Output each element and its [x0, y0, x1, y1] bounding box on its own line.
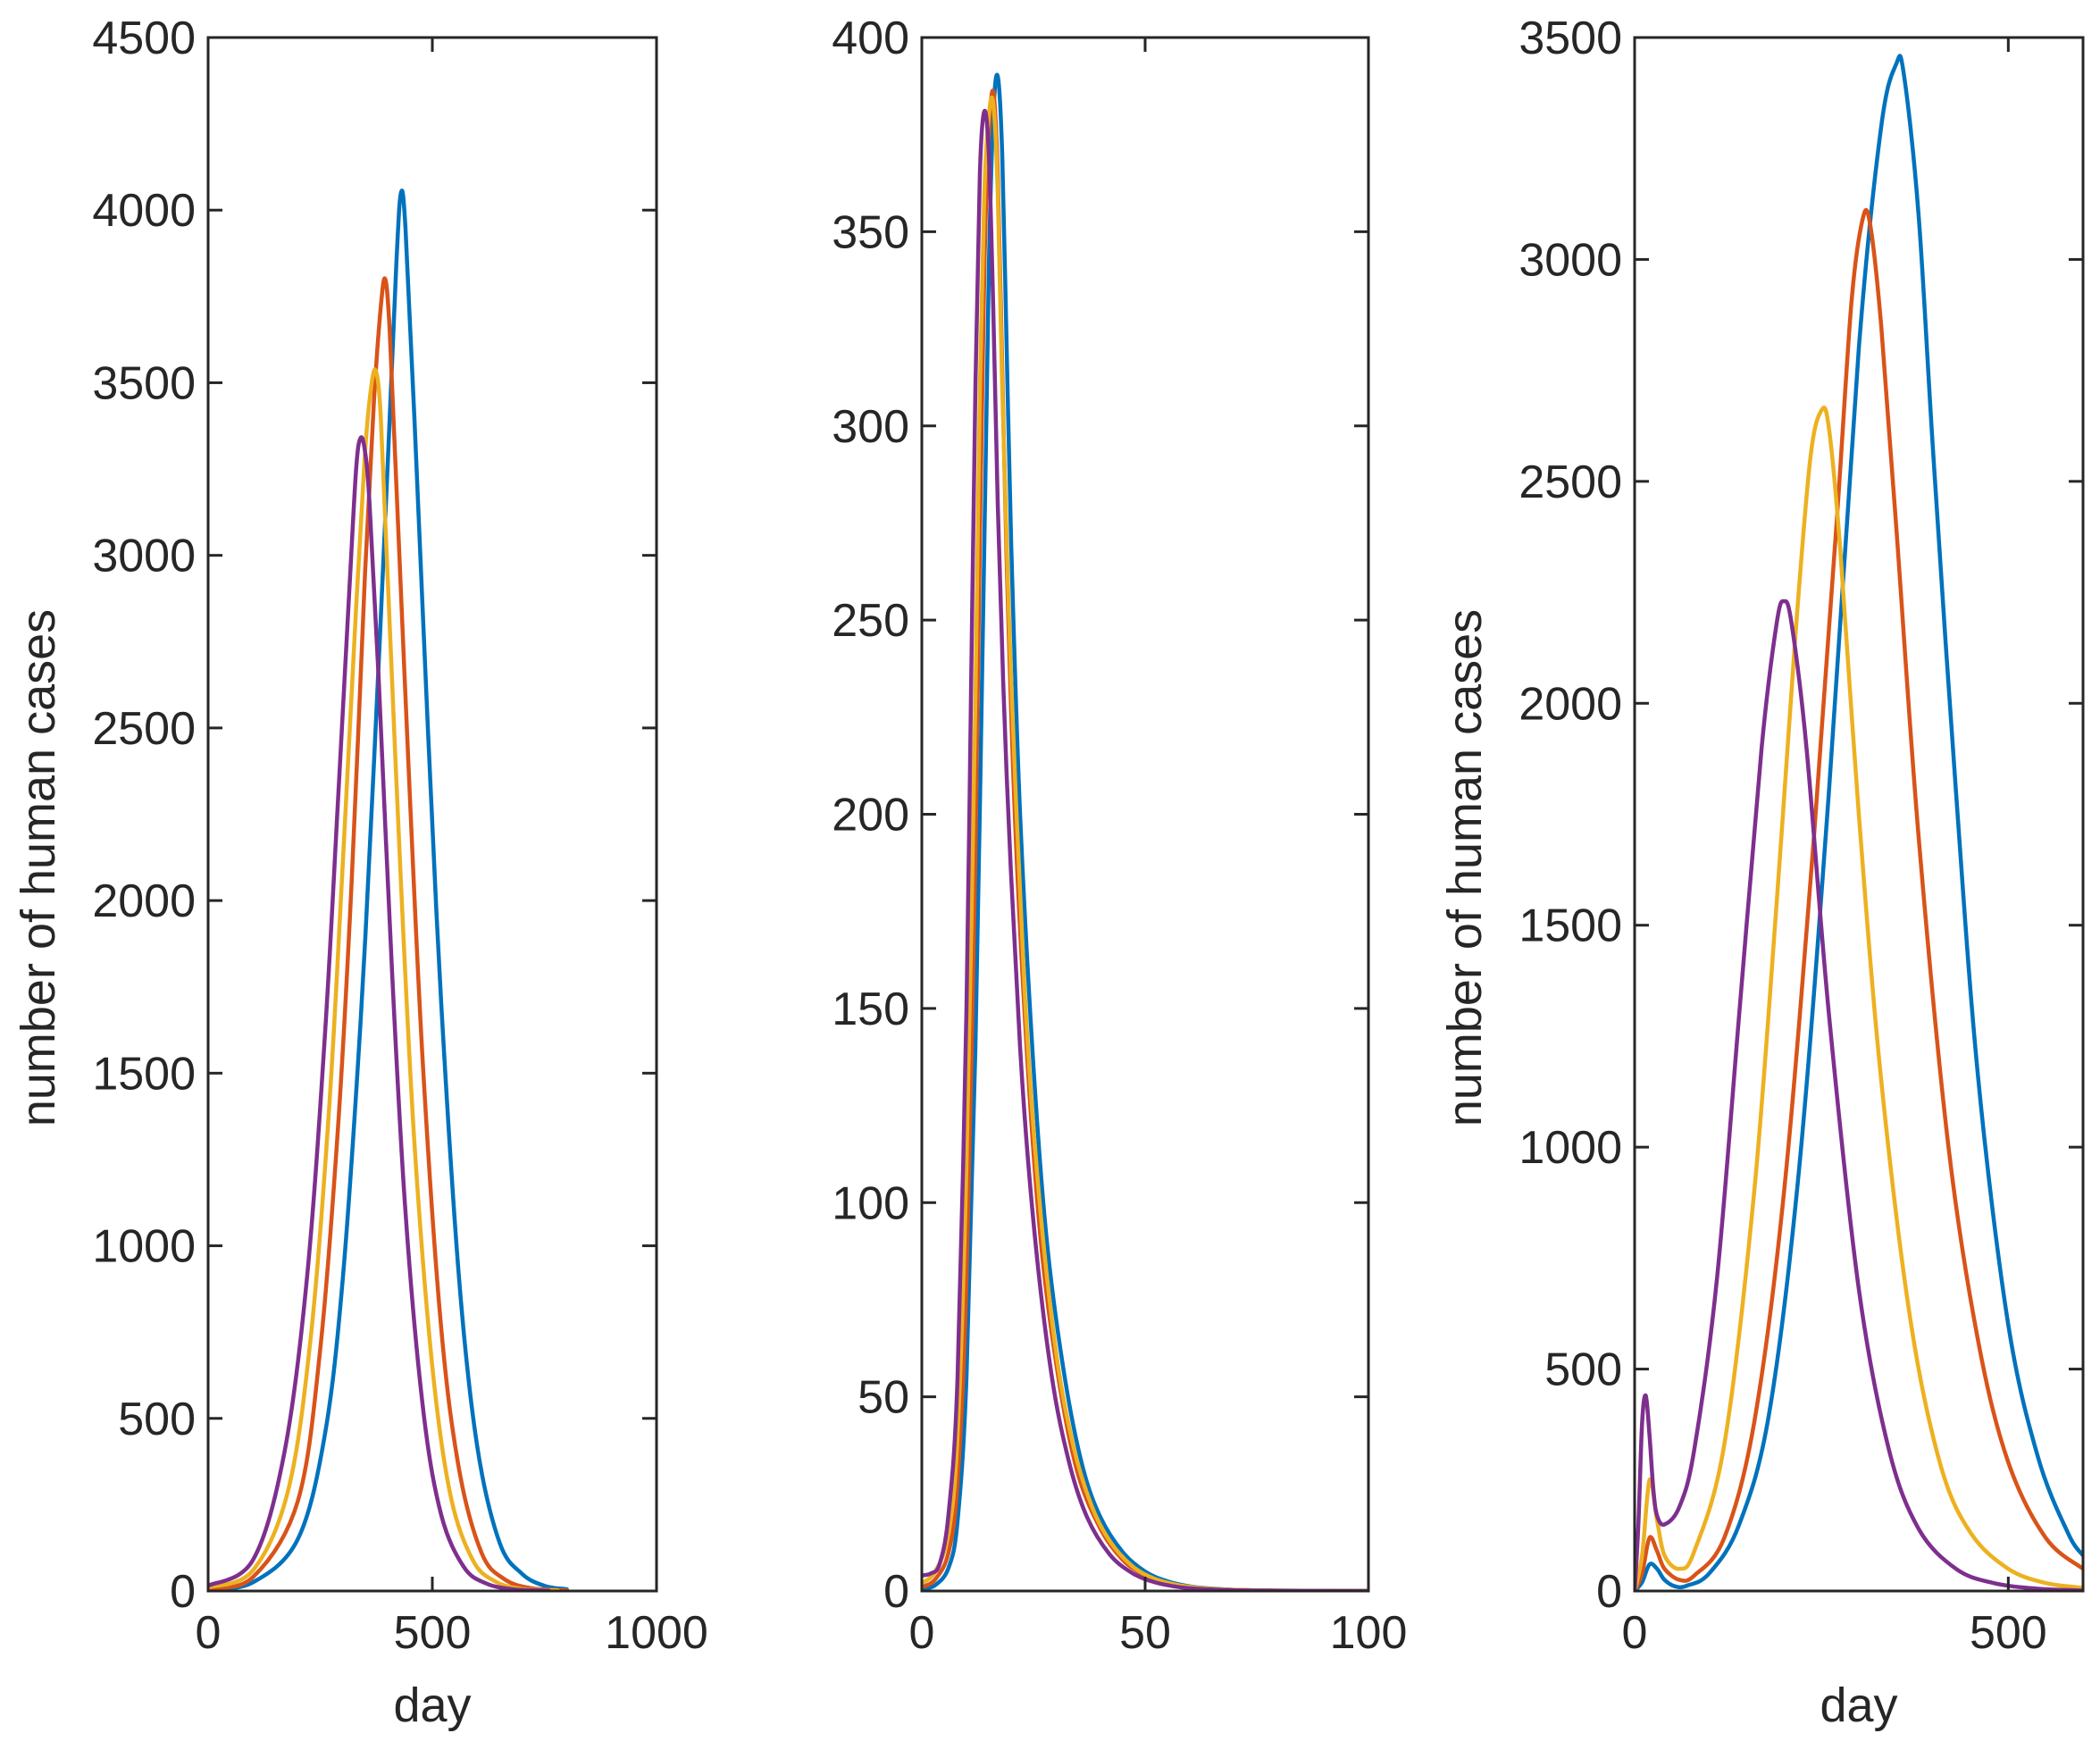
series-line-purple: [1635, 599, 2083, 1591]
subplot-middle: 0 50 100 0 50 100 150 200 250 300 350 400: [832, 13, 1407, 1659]
y-tick-label: 4500: [92, 13, 196, 64]
x-tick-label: 500: [1970, 1607, 2047, 1659]
y-tick-label: 2000: [1519, 678, 1622, 730]
x-tick-label: 500: [394, 1607, 472, 1659]
subplot-right: 0 500 0 500 1000 1500 2000 2500 3000 3500 day numbe…: [1438, 13, 2085, 1732]
series-group: [1635, 54, 2083, 1591]
y-tick-label: 2000: [92, 875, 196, 927]
y-tick-label: 1000: [92, 1221, 196, 1273]
y-tick-label: 300: [832, 401, 909, 453]
y-tick-label: 250: [832, 595, 909, 647]
x-axis-label: day: [1820, 1679, 1897, 1732]
y-tick-label: 150: [832, 984, 909, 1035]
series-line-blue: [208, 188, 569, 1591]
x-tick-label: 0: [1622, 1607, 1648, 1659]
y-tick-label: 500: [118, 1394, 196, 1445]
y-tick-label: 0: [883, 1566, 909, 1618]
y-axis-label: number of human cases: [12, 609, 65, 1126]
series-line-yellow: [922, 96, 1368, 1591]
series-group: [208, 188, 569, 1591]
y-tick-label: 0: [170, 1566, 196, 1618]
x-tick-label: 1000: [605, 1607, 708, 1659]
series-line-purple: [922, 108, 1368, 1591]
y-tick-label: 200: [832, 790, 909, 842]
y-tick-label: 1500: [1519, 900, 1622, 952]
x-axis-label: day: [393, 1679, 471, 1732]
x-tick-label: 0: [909, 1607, 935, 1659]
y-tick-label: 3500: [1519, 13, 1622, 64]
series-line-yellow: [208, 367, 560, 1591]
series-line-blue: [1635, 54, 2083, 1591]
y-tick-label: 2500: [92, 703, 196, 755]
series-group: [922, 72, 1368, 1591]
y-tick-label: 1500: [92, 1048, 196, 1100]
axes-box: [1633, 36, 2085, 1593]
series-line-orange: [1635, 207, 2083, 1591]
y-tick-label: 100: [832, 1177, 909, 1229]
series-line-blue: [922, 72, 1368, 1591]
y-tick-label: 3500: [92, 357, 196, 409]
subplot-left: 0 500 1000 0 500 1000 1500 2000 2500 3000 3500 4000…: [12, 13, 708, 1732]
y-tick-label: 3000: [1519, 234, 1622, 286]
y-tick-label: 400: [832, 13, 909, 64]
x-tick-label: 50: [1119, 1607, 1171, 1659]
y-tick-label: 350: [832, 206, 909, 258]
y-tick-label: 4000: [92, 185, 196, 237]
y-tick-label: 50: [858, 1372, 909, 1424]
x-tick-label: 0: [196, 1607, 222, 1659]
series-line-purple: [208, 435, 551, 1591]
y-tick-label: 1000: [1519, 1122, 1622, 1174]
series-line-orange: [208, 276, 569, 1591]
y-axis-label: number of human cases: [1438, 609, 1492, 1126]
y-tick-label: 2500: [1519, 456, 1622, 508]
y-tick-label: 500: [1544, 1344, 1622, 1396]
y-tick-label: 3000: [92, 531, 196, 582]
series-line-yellow: [1635, 406, 2083, 1591]
y-tick-label: 0: [1596, 1566, 1622, 1618]
x-tick-label: 100: [1330, 1607, 1408, 1659]
